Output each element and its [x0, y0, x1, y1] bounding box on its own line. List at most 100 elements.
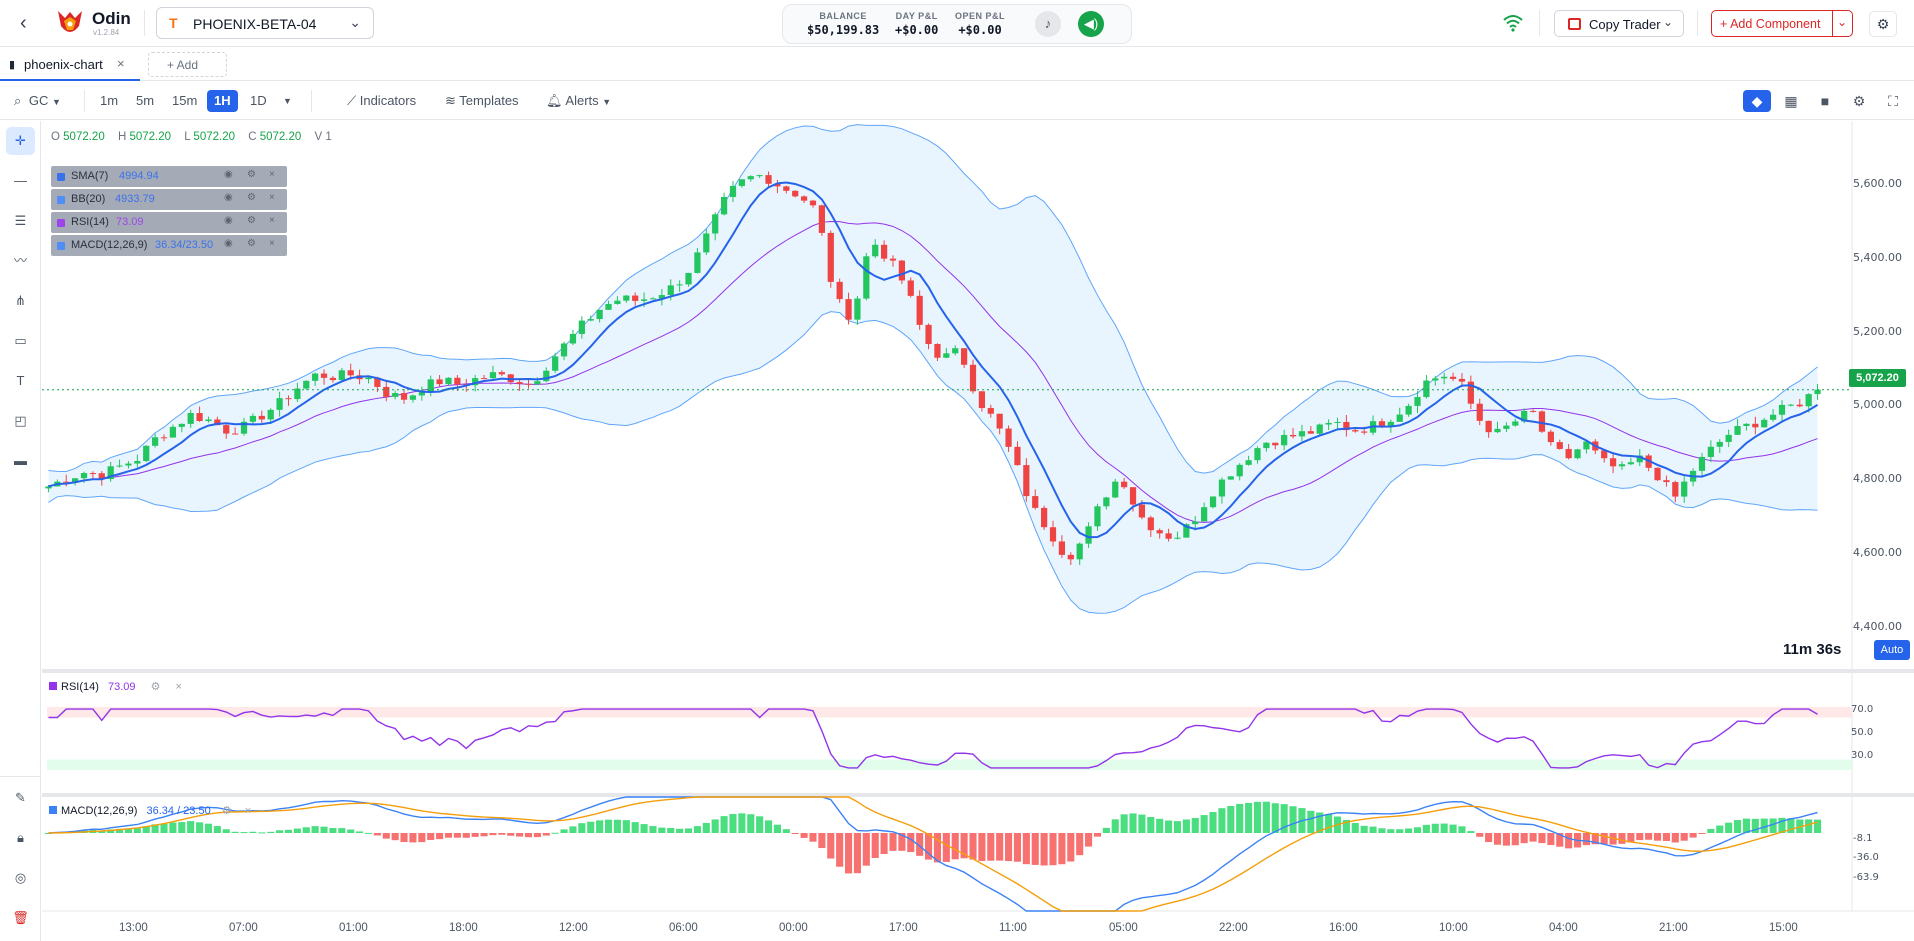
candle-body — [836, 281, 843, 300]
add-component-button[interactable]: + Add Component ⌄ — [1711, 10, 1853, 37]
eye-icon[interactable]: ◉ — [224, 215, 233, 226]
gear-icon[interactable]: ⚙ — [221, 805, 232, 817]
alerts-button[interactable]: 🔔︎ Alerts ▼ — [546, 90, 611, 112]
settings-icon[interactable]: ⚙ — [1869, 11, 1897, 37]
candle-body — [1325, 422, 1332, 425]
close-icon[interactable]: × — [269, 192, 275, 203]
diamond-icon[interactable]: ◆ — [1743, 90, 1771, 112]
auto-scale-button[interactable]: Auto — [1874, 640, 1910, 660]
close-icon[interactable]: × — [175, 681, 182, 693]
candle-body — [45, 486, 52, 489]
timeframe-1d[interactable]: 1D — [250, 93, 267, 108]
macd-histogram-bar — [1751, 818, 1759, 833]
fib-icon[interactable]: ☰ — [14, 213, 27, 228]
timeframe-5m[interactable]: 5m — [136, 93, 155, 108]
candle-body — [1654, 467, 1661, 481]
macd-histogram-bar — [284, 829, 293, 833]
candle-body — [1396, 414, 1403, 422]
candle-body — [294, 388, 301, 400]
macd-histogram-bar — [267, 831, 275, 833]
music-icon[interactable]: ♪ — [1035, 11, 1061, 37]
close-icon[interactable]: × — [269, 215, 275, 226]
candle-body — [1076, 543, 1083, 560]
note-icon[interactable]: ◰ — [14, 413, 27, 428]
candle-body — [1254, 448, 1261, 461]
indicators-button[interactable]: ⟋ Indicators — [347, 90, 416, 112]
macd-histogram-bar — [622, 820, 630, 833]
legend-sma[interactable]: SMA(7) 4994.94 ◉ ⚙ × — [51, 166, 287, 187]
legend-bb[interactable]: BB(20) 4933.79 ◉ ⚙ × — [51, 189, 287, 210]
close-icon[interactable]: × — [244, 805, 252, 817]
macd-histogram-bar — [667, 827, 675, 833]
hide-icon[interactable]: ◎ — [14, 870, 27, 885]
eye-icon[interactable]: ◉ — [224, 192, 233, 203]
chevron-down-icon[interactable]: ⌄ — [1837, 15, 1848, 29]
candle-body — [1343, 421, 1350, 431]
close-icon[interactable]: × — [269, 169, 275, 180]
macd-histogram-bar — [1769, 818, 1777, 833]
macd-swatch — [49, 806, 57, 814]
polyline-icon[interactable]: 〰 — [13, 253, 27, 268]
timeframe-1m[interactable]: 1m — [100, 93, 119, 108]
gear-icon[interactable]: ⚙ — [247, 192, 256, 203]
eye-icon[interactable]: ◉ — [224, 169, 233, 180]
copy-trader-button[interactable]: Copy Trader ⌄ — [1554, 10, 1684, 37]
candle-body — [152, 437, 159, 446]
candle-body — [1085, 526, 1092, 544]
timeframe-more-icon[interactable]: ▼ — [283, 96, 292, 106]
templates-button[interactable]: ≋ Templates — [445, 90, 519, 112]
sound-on-icon[interactable]: ◀) — [1078, 11, 1104, 37]
macd-histogram-bar — [1725, 822, 1733, 833]
macd-line — [48, 796, 1818, 912]
macd-histogram-bar — [676, 828, 684, 833]
candle-body — [658, 295, 665, 299]
calendar-icon[interactable]: ▦ — [1784, 93, 1798, 109]
close-icon[interactable]: × — [117, 56, 125, 71]
macd-histogram-bar — [1485, 833, 1493, 843]
macd-histogram-bar — [1307, 810, 1315, 833]
gear-icon[interactable]: ⚙ — [150, 681, 161, 693]
crosshair-icon[interactable]: ✛ — [6, 127, 35, 155]
macd-histogram-bar — [1165, 820, 1173, 833]
rsi-panel-header: RSI(14) 73.09 ⚙ × — [49, 680, 182, 693]
pitchfork-icon[interactable]: ⋔ — [15, 293, 26, 308]
pencil-icon[interactable]: ✎ — [15, 790, 26, 805]
horizontal-line-icon[interactable]: — — [14, 173, 27, 188]
chart-type-icon[interactable]: ■ — [1820, 93, 1830, 109]
text-icon[interactable]: T — [16, 373, 25, 388]
gear-icon[interactable]: ⚙ — [247, 169, 256, 180]
eye-icon[interactable]: ◉ — [224, 238, 233, 249]
symbol-search[interactable]: ⌕ GC ▼ — [14, 90, 61, 112]
macd-histogram-bar — [1627, 833, 1635, 843]
rectangle-icon[interactable]: ▭ — [14, 333, 27, 348]
trash-icon[interactable]: 🗑︎ — [12, 910, 29, 925]
macd-histogram-bar — [542, 833, 550, 836]
back-icon[interactable]: ‹ — [20, 12, 27, 34]
candle-body — [720, 196, 728, 215]
timeframe-15m[interactable]: 15m — [172, 93, 198, 108]
macd-histogram-bar — [1085, 833, 1093, 847]
legend-name: SMA(7) — [71, 170, 109, 182]
candle-body — [1352, 430, 1359, 432]
legend-macd[interactable]: MACD(12,26,9) 36.34/23.50 ◉ ⚙ × — [51, 235, 287, 256]
ruler-icon[interactable]: ▬ — [14, 453, 27, 468]
candle-body — [1209, 496, 1217, 508]
account-selector[interactable]: T PHOENIX-BETA-04 ⌄ — [156, 7, 374, 39]
macd-histogram-bar — [107, 829, 115, 833]
close-icon[interactable]: × — [269, 238, 275, 249]
gear-icon[interactable]: ⚙ — [247, 215, 256, 226]
macd-histogram-bar — [258, 832, 266, 834]
tab-phoenix-chart[interactable]: ▮ phoenix-chart × — [0, 48, 140, 81]
candle-body — [409, 395, 417, 400]
fullscreen-icon[interactable]: ⛶ — [1888, 93, 1898, 109]
timeframe-1h[interactable]: 1H — [207, 90, 238, 112]
lock-icon[interactable]: 🔒︎ — [17, 830, 24, 845]
macd-histogram-bar — [1316, 812, 1324, 833]
chart-settings-icon[interactable]: ⚙ — [1852, 93, 1866, 109]
gear-icon[interactable]: ⚙ — [247, 238, 256, 249]
legend-rsi[interactable]: RSI(14) 73.09 ◉ ⚙ × — [51, 212, 287, 233]
price-chart[interactable] — [42, 121, 1914, 941]
candle-body — [1609, 458, 1617, 467]
add-tab-button[interactable]: + Add — [148, 52, 227, 77]
macd-histogram-bar — [711, 819, 719, 833]
